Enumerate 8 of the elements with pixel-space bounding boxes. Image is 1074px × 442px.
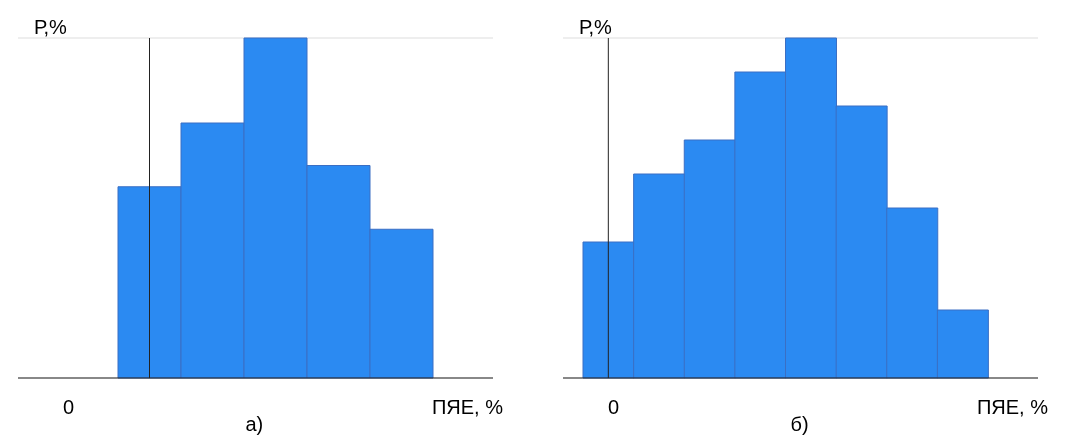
x-axis-title: ПЯЕ, % <box>431 396 503 419</box>
y-axis-title: Р,% <box>34 16 67 39</box>
text: а) <box>245 413 264 436</box>
x-axis-title: ПЯЕ, % <box>976 396 1048 419</box>
text: 0 <box>608 396 620 419</box>
text: 0 <box>63 396 75 419</box>
text: б) <box>790 413 809 436</box>
y-axis-title: Р,% <box>579 16 612 39</box>
